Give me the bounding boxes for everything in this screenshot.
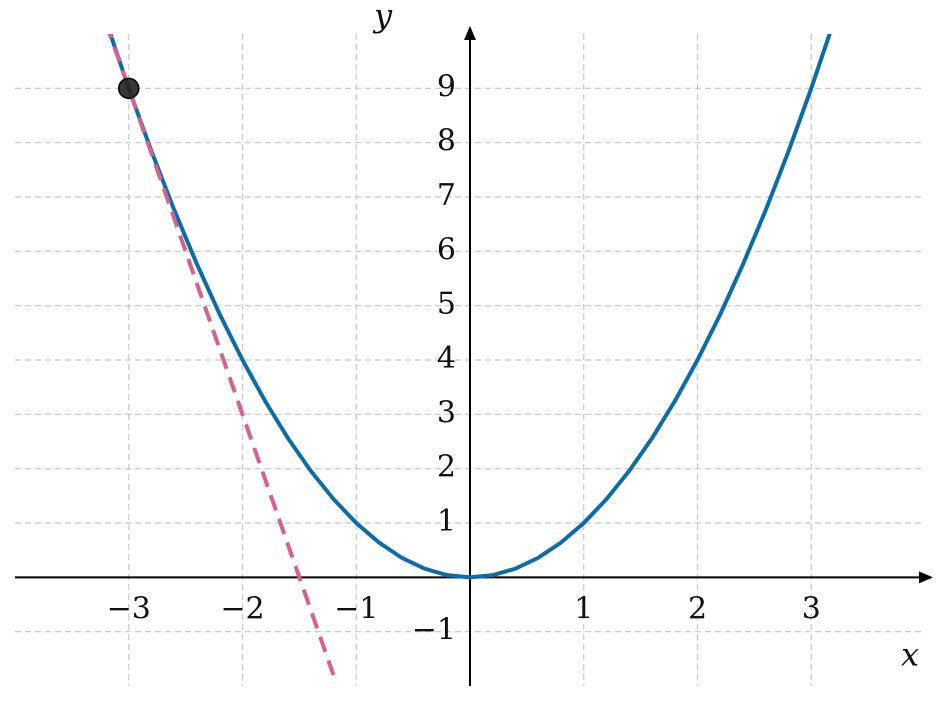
x-axis-label: x (901, 636, 919, 674)
plot-area (107, 34, 832, 676)
x-tick-label: −1 (334, 591, 378, 626)
y-tick-label: 1 (437, 504, 456, 539)
y-tick-label: −1 (412, 613, 456, 648)
y-tick-label: 3 (437, 395, 456, 430)
x-tick-label: 2 (688, 591, 707, 626)
y-axis-label: y (372, 0, 393, 35)
y-tick-label: 6 (437, 232, 456, 267)
y-tick-label: 8 (437, 124, 456, 159)
x-tick-label: 3 (802, 591, 821, 626)
curve (107, 34, 336, 676)
x-axis-arrow (919, 571, 933, 584)
y-tick-label: 7 (437, 178, 456, 213)
y-tick-label: 2 (437, 450, 456, 485)
y-axis-arrow (464, 26, 476, 40)
point (118, 77, 140, 100)
y-tick-label: 5 (437, 287, 456, 322)
x-tick-label: −2 (220, 591, 264, 626)
x-tick-label: −3 (107, 591, 151, 626)
y-tick-label: 9 (437, 69, 456, 104)
y-tick-label: 4 (437, 341, 456, 376)
curve (108, 34, 832, 580)
x-tick-label: 1 (574, 591, 593, 626)
